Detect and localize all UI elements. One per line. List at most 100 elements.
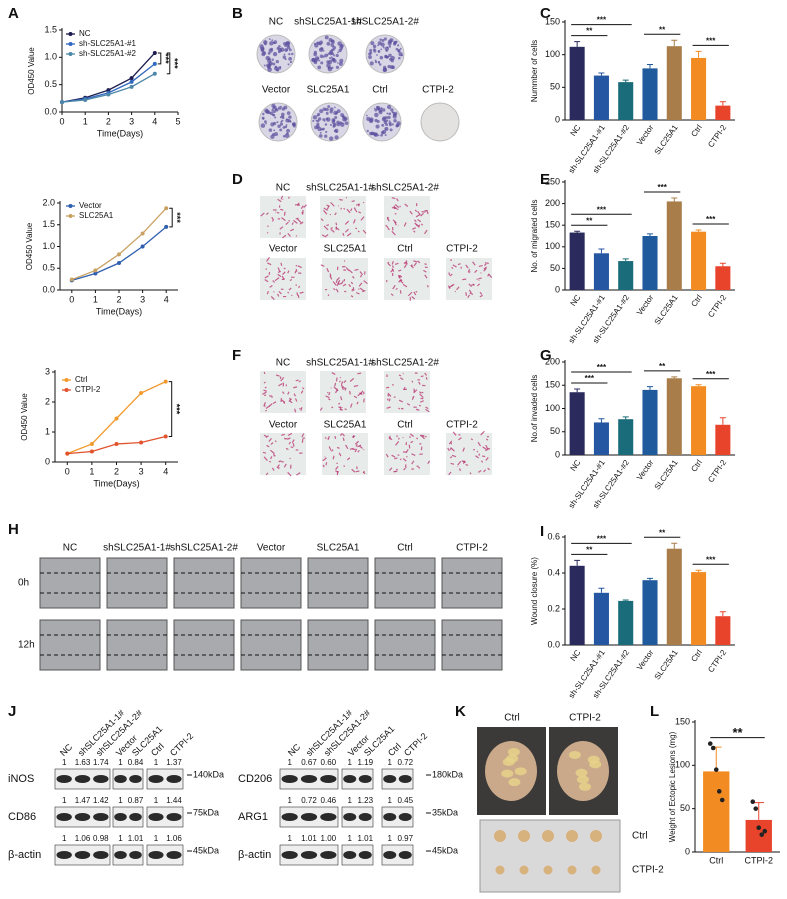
cell	[335, 377, 338, 382]
sig-label: **	[659, 528, 666, 537]
colony	[324, 35, 329, 40]
row-label: 0h	[18, 578, 29, 589]
cell	[485, 438, 489, 441]
cell	[289, 457, 291, 460]
band	[74, 775, 91, 783]
colony	[335, 53, 339, 58]
cell	[322, 464, 325, 468]
data-point	[140, 244, 145, 249]
cell	[457, 460, 462, 466]
cell	[354, 440, 359, 445]
bar	[666, 548, 682, 645]
cell	[485, 447, 490, 452]
cell	[469, 472, 472, 475]
x-tick-label: 1	[93, 294, 98, 304]
colony	[269, 41, 274, 46]
band-value: 1	[348, 834, 353, 843]
cell	[294, 270, 297, 274]
image-label: SLC25A1	[324, 420, 367, 431]
sig-label: **	[732, 725, 743, 740]
blot	[112, 806, 144, 828]
cell	[266, 257, 270, 262]
band-value: 1.42	[93, 796, 109, 805]
wound-image	[240, 619, 302, 671]
band	[398, 775, 412, 783]
colony	[400, 54, 404, 57]
data-point	[129, 79, 134, 84]
colony	[291, 52, 294, 56]
error-bar	[753, 802, 765, 820]
cell	[281, 433, 285, 436]
colony	[282, 55, 286, 59]
legend-dot	[68, 204, 73, 208]
data-point	[129, 84, 134, 89]
cell	[348, 283, 352, 288]
x-tick-label: 0	[59, 116, 64, 126]
colony	[286, 111, 291, 115]
bar	[618, 261, 634, 290]
colony	[374, 108, 378, 112]
image-label: CTPI-2	[446, 420, 478, 431]
cell	[294, 204, 297, 206]
colony	[269, 111, 274, 116]
cell	[394, 204, 400, 209]
cell	[467, 268, 471, 273]
colony	[324, 53, 328, 58]
cell	[263, 381, 266, 384]
y-tick-label: 100	[545, 241, 560, 251]
colony	[372, 44, 377, 49]
colony	[381, 39, 385, 42]
cell	[394, 221, 397, 226]
blot	[146, 768, 184, 790]
data-point	[152, 61, 157, 66]
bar	[593, 75, 609, 120]
colony	[391, 65, 395, 70]
data-point	[93, 268, 98, 273]
colony	[320, 61, 324, 65]
cell	[416, 437, 419, 440]
cell	[479, 291, 483, 295]
x-tick-label: 2	[106, 116, 111, 126]
cell	[418, 381, 421, 385]
colony	[292, 122, 296, 126]
colony	[381, 108, 386, 112]
colony	[289, 60, 293, 64]
cell	[415, 214, 421, 218]
band-value: 1	[388, 834, 393, 843]
y-axis-label: Weight of Ectopic Lesions (mg)	[668, 731, 677, 842]
cell	[300, 407, 303, 411]
bar	[666, 201, 682, 290]
band	[300, 775, 318, 783]
cell	[397, 437, 400, 440]
wound-image	[106, 557, 168, 609]
colony	[273, 132, 279, 137]
cell	[362, 229, 367, 234]
x-tick-label: 1	[89, 466, 94, 476]
cell	[415, 408, 420, 411]
cell	[328, 398, 331, 401]
cell	[264, 386, 267, 389]
y-axis-label: Nummber of cells	[530, 40, 539, 102]
colony	[319, 54, 324, 59]
cell	[392, 219, 397, 224]
y-axis-label: OD450 Value	[20, 393, 29, 441]
cell	[345, 444, 349, 450]
cell	[299, 291, 304, 294]
band-value: 0.45	[397, 796, 413, 805]
y-tick-label: 150	[545, 380, 560, 390]
lesion	[576, 775, 589, 784]
lesion	[568, 750, 581, 759]
image-label: Ctrl	[397, 244, 413, 255]
x-tick-label: CTPI-2	[706, 458, 728, 484]
cell	[278, 291, 282, 295]
cell	[395, 287, 398, 291]
cell	[417, 210, 421, 216]
cell	[468, 289, 472, 294]
cell	[425, 377, 428, 380]
wound-edge	[241, 634, 301, 656]
colony	[261, 116, 265, 120]
image-label: Vector	[262, 85, 291, 96]
cell	[424, 229, 428, 235]
data-point	[152, 50, 157, 55]
colony	[327, 105, 331, 108]
